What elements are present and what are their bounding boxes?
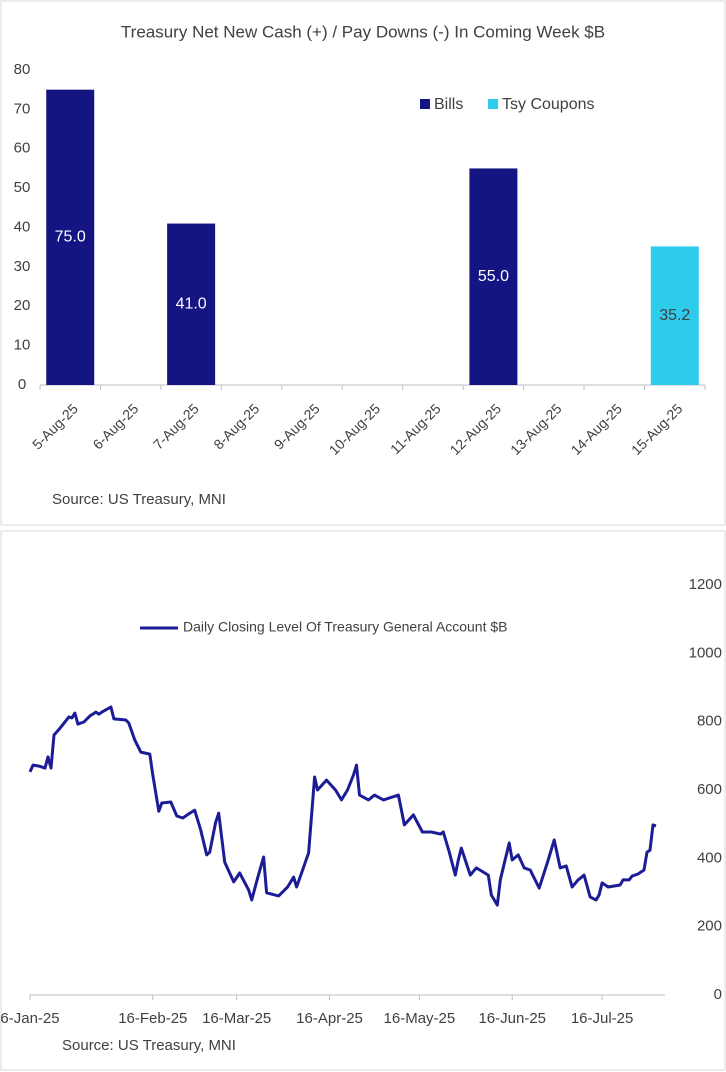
y-tick-label: 800 bbox=[697, 713, 722, 730]
legend-swatch bbox=[488, 99, 498, 109]
source: Source: US Treasury, MNI bbox=[62, 1037, 236, 1054]
y-tick-label: 0 bbox=[18, 376, 26, 393]
y-tick-label: 600 bbox=[697, 781, 722, 798]
y-tick-label: 70 bbox=[14, 100, 31, 117]
y-tick-label: 60 bbox=[14, 140, 31, 157]
x-tick-label: 16-Feb-25 bbox=[118, 1010, 187, 1027]
y-tick-label: 50 bbox=[14, 179, 31, 196]
line bbox=[28, 705, 657, 907]
y-tick-label: 1200 bbox=[689, 576, 722, 593]
y-tick-label: 10 bbox=[14, 337, 31, 354]
y-tick-label: 80 bbox=[14, 61, 31, 78]
x-tick-label: 16-Mar-25 bbox=[202, 1010, 271, 1027]
value-label: 55.0 bbox=[478, 268, 509, 285]
y-tick-label: 200 bbox=[697, 918, 722, 935]
x-tick-label: 16-May-25 bbox=[384, 1010, 456, 1027]
bar bbox=[650, 246, 699, 385]
legend-label: Daily Closing Level Of Treasury General … bbox=[183, 619, 508, 635]
y-tick-label: 0 bbox=[714, 986, 722, 1003]
x-tick-label: 16-Apr-25 bbox=[296, 1010, 363, 1027]
y-tick-label: 20 bbox=[14, 297, 31, 314]
x-tick-label: 16-Jul-25 bbox=[571, 1010, 634, 1027]
bar bbox=[469, 168, 518, 385]
y-tick-label: 30 bbox=[14, 258, 31, 275]
value-label: 75.0 bbox=[55, 229, 86, 246]
panel-border bbox=[0, 0, 726, 526]
bar bbox=[46, 89, 95, 385]
bar bbox=[167, 223, 216, 385]
value-label: 41.0 bbox=[176, 296, 207, 313]
y-tick-label: 400 bbox=[697, 849, 722, 866]
legend-swatch bbox=[420, 99, 430, 109]
y-tick-label: 1000 bbox=[689, 644, 722, 661]
legend-label: Tsy Coupons bbox=[502, 96, 595, 113]
y-tick-label: 40 bbox=[14, 218, 31, 235]
x-tick-label: 16-Jun-25 bbox=[478, 1010, 546, 1027]
panel-border bbox=[0, 530, 726, 1071]
chart-title: Treasury Net New Cash (+) / Pay Downs (-… bbox=[121, 22, 605, 41]
value-label: 35.2 bbox=[659, 307, 690, 324]
source: Source: US Treasury, MNI bbox=[52, 491, 226, 508]
legend-label: Bills bbox=[434, 96, 463, 113]
x-tick-label: 6-Jan-25 bbox=[0, 1010, 59, 1027]
